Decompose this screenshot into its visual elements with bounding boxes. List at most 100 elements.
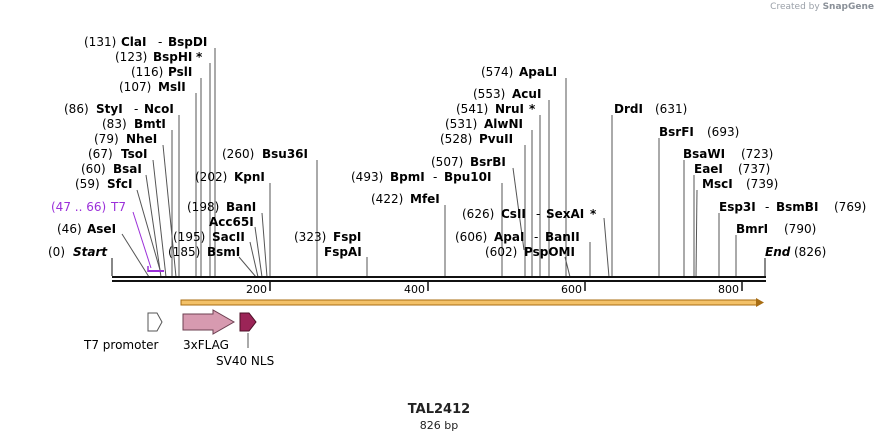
site-sacii[interactable]: SacII bbox=[212, 230, 245, 244]
start-label: Start bbox=[73, 245, 108, 259]
site-fspai[interactable]: FspAI bbox=[324, 245, 362, 259]
site-pos-kpni: (202) bbox=[195, 170, 227, 184]
site-pos-nhei: (79) bbox=[94, 132, 119, 146]
tick-label: 600 bbox=[561, 283, 582, 296]
site-pos-acui: (553) bbox=[473, 87, 505, 101]
site-eaei[interactable]: EaeI bbox=[694, 162, 723, 176]
site-mfei[interactable]: MfeI bbox=[410, 192, 440, 206]
site-dash: - bbox=[536, 207, 540, 221]
site-acui[interactable]: AcuI bbox=[512, 87, 541, 101]
feature-t7-promoter[interactable]: T7 promoter bbox=[83, 312, 163, 352]
orf-arrowhead bbox=[756, 298, 764, 307]
site-banii[interactable]: BanII bbox=[545, 230, 580, 244]
site-msli[interactable]: MslI bbox=[158, 80, 186, 94]
site-pos-pvuii: (528) bbox=[440, 132, 472, 146]
ruler-top-strand bbox=[112, 276, 766, 278]
site-pos-bsawi: (723) bbox=[741, 147, 773, 161]
site-bsmbi[interactable]: BsmBI bbox=[776, 200, 818, 214]
site-acc65i[interactable]: Acc65I bbox=[209, 215, 254, 229]
site-sexai-star: * bbox=[590, 207, 597, 221]
site-pos-fspi: (323) bbox=[294, 230, 326, 244]
feature-sv40-nls[interactable]: SV40 NLS bbox=[216, 312, 274, 368]
orf-arrow[interactable] bbox=[180, 298, 764, 307]
site-pos-pspomi: (602) bbox=[485, 245, 517, 259]
site-pos-csii: (626) bbox=[462, 207, 494, 221]
site-pos-bpmi: (493) bbox=[351, 170, 383, 184]
t7-promoter-arrow[interactable] bbox=[147, 312, 163, 332]
connector-line bbox=[695, 189, 698, 278]
site-pspomi[interactable]: PspOMI bbox=[524, 245, 575, 259]
site-alwni[interactable]: AlwNI bbox=[484, 117, 523, 131]
nls-arrow[interactable] bbox=[239, 312, 257, 332]
site-bsu36i[interactable]: Bsu36I bbox=[262, 147, 308, 161]
site-styi[interactable]: StyI bbox=[96, 102, 123, 116]
site-clai[interactable]: ClaI bbox=[121, 35, 146, 49]
site-asei[interactable]: AseI bbox=[87, 222, 116, 236]
site-bsrbi[interactable]: BsrBI bbox=[470, 155, 506, 169]
site-bsrfi[interactable]: BsrFI bbox=[659, 125, 694, 139]
site-kpni[interactable]: KpnI bbox=[234, 170, 265, 184]
site-pos-bmri: (790) bbox=[784, 222, 816, 236]
site-tsoi[interactable]: TsoI bbox=[121, 147, 147, 161]
site-pos-msli: (107) bbox=[119, 80, 151, 94]
site-bani[interactable]: BanI bbox=[226, 200, 256, 214]
site-apai[interactable]: ApaI bbox=[494, 230, 524, 244]
site-bmti[interactable]: BmtI bbox=[134, 117, 166, 131]
plasmid-name: TAL2412 bbox=[407, 402, 471, 417]
site-pos-bsphi: (123) bbox=[115, 50, 147, 64]
site-nrui[interactable]: NruI bbox=[495, 102, 524, 116]
connector-line bbox=[564, 256, 571, 278]
tick-label: 800 bbox=[718, 283, 739, 296]
site-bsai[interactable]: BsaI bbox=[113, 162, 142, 176]
site-bsawi[interactable]: BsaWI bbox=[683, 147, 725, 161]
site-sfci[interactable]: SfcI bbox=[107, 177, 132, 191]
site-bsphi[interactable]: BspHI bbox=[153, 50, 192, 64]
flag-arrow[interactable] bbox=[182, 309, 236, 335]
site-pos-styi: (86) bbox=[64, 102, 89, 116]
site-nhei[interactable]: NheI bbox=[126, 132, 157, 146]
site-bspdi[interactable]: BspDI bbox=[168, 35, 207, 49]
connector-line bbox=[261, 212, 268, 278]
site-apali[interactable]: ApaLI bbox=[519, 65, 557, 79]
t7-primer-range: (47 .. 66) bbox=[51, 200, 106, 214]
site-pos-bsai: (60) bbox=[81, 162, 106, 176]
site-esp3i[interactable]: Esp3I bbox=[719, 200, 756, 214]
t7-primer[interactable]: (47 .. 66) T7 bbox=[51, 200, 164, 272]
orf-bar[interactable] bbox=[180, 299, 758, 306]
t7-primer-name: T7 bbox=[110, 200, 126, 214]
site-dash: - bbox=[158, 35, 162, 49]
site-msci[interactable]: MscI bbox=[702, 177, 733, 191]
end-position: (826) bbox=[794, 245, 826, 259]
site-bsphi-star: * bbox=[196, 50, 203, 64]
site-bmri[interactable]: BmrI bbox=[736, 222, 768, 236]
site-ncoi[interactable]: NcoI bbox=[144, 102, 174, 116]
connector-line bbox=[152, 159, 167, 278]
site-pos-bsrbi: (507) bbox=[431, 155, 463, 169]
feature-3xflag[interactable]: 3xFLAG bbox=[182, 309, 236, 352]
site-psli[interactable]: PslI bbox=[168, 65, 192, 79]
site-bsmi[interactable]: BsmI bbox=[207, 245, 240, 259]
ruler-bottom-strand bbox=[112, 280, 766, 282]
site-pos-psli: (116) bbox=[131, 65, 163, 79]
start-position: (0) bbox=[48, 245, 65, 259]
snapgene-credit: Created by SnapGene bbox=[770, 2, 874, 12]
nls-label: SV40 NLS bbox=[216, 354, 274, 368]
site-drdi[interactable]: DrdI bbox=[614, 102, 643, 116]
connector-line bbox=[249, 241, 259, 278]
site-fspi[interactable]: FspI bbox=[333, 230, 361, 244]
tick-label: 200 bbox=[246, 283, 267, 296]
site-pos-apai: (606) bbox=[455, 230, 487, 244]
credit-prefix: Created by bbox=[770, 2, 820, 12]
site-csii[interactable]: CsII bbox=[501, 207, 526, 221]
snapgene-logo: SnapGene bbox=[822, 2, 874, 12]
site-pvuii[interactable]: PvuII bbox=[479, 132, 513, 146]
site-sexai[interactable]: SexAI bbox=[546, 207, 584, 221]
site-pos-tsoi: (67) bbox=[88, 147, 113, 161]
site-bpu10i[interactable]: Bpu10I bbox=[444, 170, 491, 184]
end-label: End bbox=[765, 245, 791, 259]
tick-label: 400 bbox=[404, 283, 425, 296]
site-pos-nrui: (541) bbox=[456, 102, 488, 116]
site-bpmi[interactable]: BpmI bbox=[390, 170, 425, 184]
site-dash: - bbox=[134, 102, 138, 116]
